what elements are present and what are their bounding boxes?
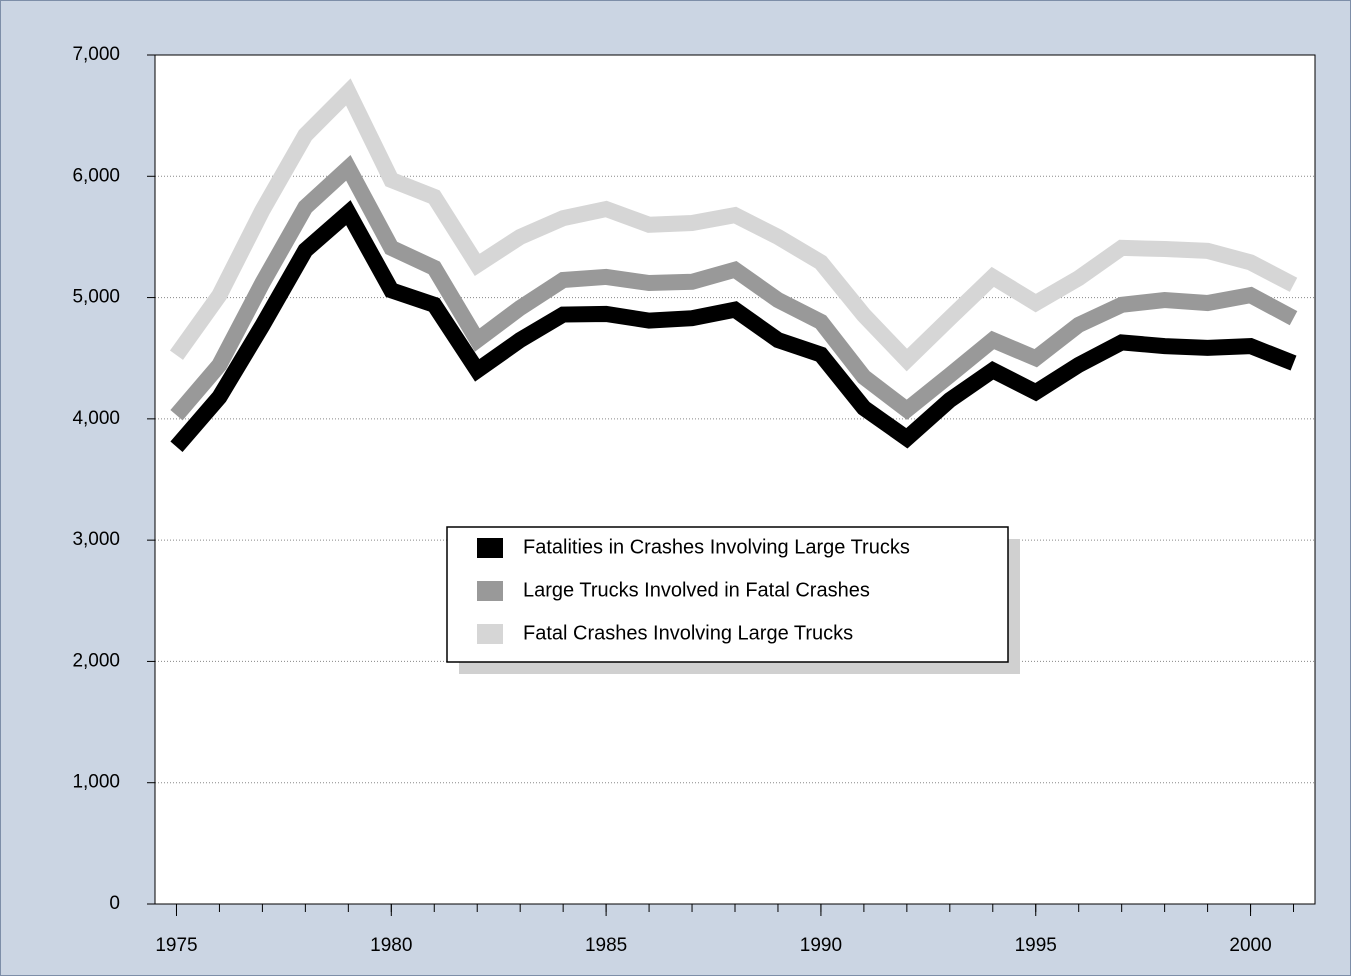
y-tick-label: 7,000 [72, 44, 120, 65]
plot-area [155, 55, 1315, 904]
y-tick-label: 0 [109, 893, 120, 914]
x-tick-label: 1985 [585, 935, 627, 956]
series-line [170, 154, 1298, 421]
x-tick-label: 1980 [370, 935, 412, 956]
x-tick-label: 2000 [1229, 935, 1271, 956]
legend-label: Fatalities in Crashes Involving Large Tr… [523, 536, 910, 558]
x-tick-label: 1995 [1015, 935, 1057, 956]
series-line [169, 78, 1298, 372]
y-tick-label: 2,000 [72, 650, 120, 671]
legend-swatch [477, 538, 503, 558]
x-tick-label: 1990 [800, 935, 842, 956]
legend [446, 526, 1009, 663]
legend-swatch [477, 624, 503, 644]
y-tick-label: 1,000 [72, 772, 120, 793]
x-tick-label: 1975 [155, 935, 197, 956]
y-tick-label: 6,000 [72, 165, 120, 186]
plot-frame [154, 54, 1316, 905]
y-tick-label: 4,000 [72, 408, 120, 429]
y-tick-label: 3,000 [72, 529, 120, 550]
legend-swatch [477, 581, 503, 601]
legend-label: Large Trucks Involved in Fatal Crashes [523, 579, 870, 601]
y-tick-label: 5,000 [72, 287, 120, 308]
legend-label: Fatal Crashes Involving Large Trucks [523, 622, 853, 644]
series-line [170, 200, 1297, 452]
